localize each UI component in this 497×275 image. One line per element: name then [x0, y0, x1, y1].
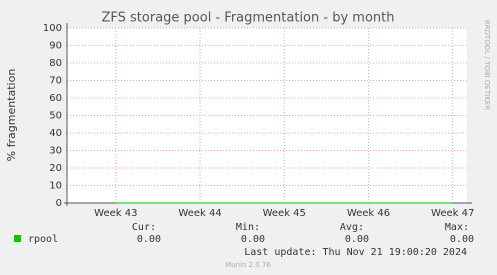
legend-swatch — [14, 235, 21, 242]
stat-value: 0.00 — [137, 234, 161, 245]
stat-header: Min: — [236, 222, 260, 233]
side-text: RRDTOOL / TOBI OETIKER — [483, 20, 491, 110]
x-tick-label: Week 46 — [347, 208, 390, 219]
last-update: Last update: Thu Nov 21 19:00:20 2024 — [244, 247, 467, 258]
stat-value: 0.00 — [450, 234, 474, 245]
y-tick-label: 30 — [49, 146, 62, 157]
y-tick-label: 100 — [43, 23, 62, 34]
x-tick-label: Week 44 — [178, 208, 221, 219]
stat-value: 0.00 — [241, 234, 265, 245]
y-axis-label: % fragmentation — [5, 69, 18, 162]
y-tick-label: 90 — [49, 41, 62, 52]
y-tick-label: 70 — [49, 76, 62, 87]
stat-header: Avg: — [340, 222, 364, 233]
x-tick-label: Week 43 — [94, 208, 137, 219]
x-tick-label: Week 47 — [431, 208, 474, 219]
chart-title: ZFS storage pool - Fragmentation - by mo… — [102, 11, 395, 26]
y-tick-label: 20 — [49, 163, 62, 174]
footer: Munin 2.0.76 — [225, 261, 271, 269]
stat-header: Cur: — [132, 222, 156, 233]
y-tick-label: 50 — [49, 111, 62, 122]
y-tick-label: 80 — [49, 58, 62, 69]
legend-label: rpool — [28, 234, 58, 245]
y-tick-label: 0 — [56, 198, 62, 209]
x-tick-label: Week 45 — [263, 208, 306, 219]
stat-value: 0.00 — [345, 234, 369, 245]
y-tick-label: 10 — [49, 181, 62, 192]
y-tick-label: 40 — [49, 128, 62, 139]
y-tick-label: 60 — [49, 93, 62, 104]
stat-header: Max: — [445, 222, 469, 233]
